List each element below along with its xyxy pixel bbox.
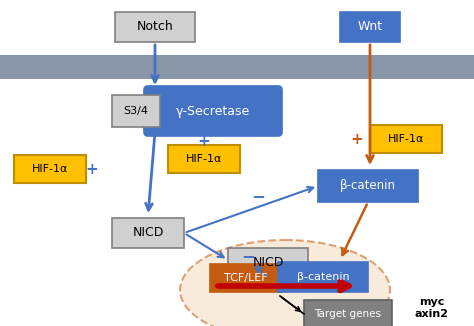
Bar [14, 155, 86, 183]
Text: HIF-1α: HIF-1α [32, 164, 68, 174]
Text: Wnt: Wnt [357, 21, 383, 34]
Text: γ-Secretase: γ-Secretase [176, 105, 250, 117]
Bar [318, 170, 418, 202]
Text: +: + [351, 131, 364, 146]
Bar [340, 12, 400, 42]
Bar [304, 300, 392, 326]
Bar [112, 218, 184, 248]
Ellipse shape [180, 240, 390, 326]
Bar [210, 264, 282, 292]
Bar [370, 125, 442, 153]
Text: myc
axin2: myc axin2 [415, 297, 449, 319]
Text: −: − [251, 187, 265, 205]
Bar [228, 248, 308, 278]
Text: TCF/LEF: TCF/LEF [224, 273, 268, 283]
Text: Notch: Notch [137, 21, 173, 34]
Text: β-catenin: β-catenin [297, 272, 349, 282]
Text: +: + [198, 135, 210, 150]
Text: Target genes: Target genes [315, 309, 382, 319]
FancyBboxPatch shape [144, 86, 282, 136]
Bar [278, 262, 368, 292]
Bar [0, 55, 474, 79]
Text: β-catenin: β-catenin [340, 180, 396, 192]
Bar [115, 12, 195, 42]
Bar [168, 145, 240, 173]
Text: −: − [241, 247, 255, 265]
Text: +: + [86, 161, 99, 176]
Text: NICD: NICD [252, 257, 283, 270]
Text: HIF-1α: HIF-1α [388, 134, 424, 144]
Text: S3/4: S3/4 [124, 106, 148, 116]
Bar [112, 95, 160, 127]
Text: NICD: NICD [132, 227, 164, 240]
Text: HIF-1α: HIF-1α [186, 154, 222, 164]
